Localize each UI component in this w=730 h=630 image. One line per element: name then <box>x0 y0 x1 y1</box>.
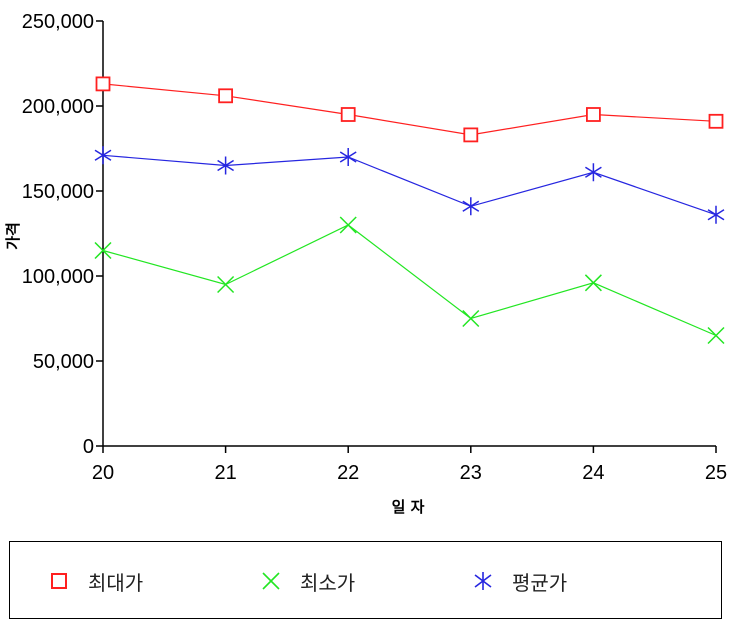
x-tick-label: 24 <box>582 462 604 484</box>
data-point <box>217 156 234 175</box>
y-axis-title: 가격 <box>4 222 22 250</box>
data-point <box>586 107 601 122</box>
series-0 <box>95 76 724 143</box>
square-icon <box>51 573 67 589</box>
x-axis: 20 21 22 23 24 25 <box>92 445 727 484</box>
data-point <box>340 107 356 122</box>
data-point <box>584 274 602 292</box>
y-tick-label: 100,000 <box>22 266 94 288</box>
x-tick-label: 23 <box>460 462 482 484</box>
asterisk-icon <box>474 572 492 590</box>
data-point <box>95 76 111 92</box>
legend: 최대가 최소가 평균가 <box>9 541 722 619</box>
legend-label-max-price: 최대가 <box>88 570 144 595</box>
x-tick-label: 25 <box>705 462 727 484</box>
y-tick-label: 250,000 <box>22 11 94 33</box>
series-line <box>102 224 717 337</box>
series-line <box>102 154 717 216</box>
legend-item-max-price: 최대가 <box>48 566 143 596</box>
line-chart: 0 50,000 100,000 150,000 200,000 250,000 20 21… <box>4 11 727 516</box>
data-point <box>708 113 724 129</box>
data-point <box>585 163 602 182</box>
data-point <box>707 326 725 345</box>
data-point <box>339 216 357 234</box>
series-2 <box>94 146 725 224</box>
y-tick-label: 0 <box>83 436 94 458</box>
legend-item-min-price: 최소가 <box>260 566 355 596</box>
data-point <box>218 88 234 104</box>
x-icon <box>262 572 280 590</box>
legend-label-min-price: 최소가 <box>300 570 356 595</box>
data-point <box>707 205 725 224</box>
y-tick-label: 50,000 <box>33 351 94 373</box>
data-point <box>217 275 235 294</box>
data-point <box>94 146 112 165</box>
x-axis-title: 일 자 <box>392 498 425 516</box>
data-point <box>463 127 479 143</box>
legend-label-avg-price: 평균가 <box>512 570 568 595</box>
series-line <box>102 83 717 136</box>
data-point <box>339 148 357 166</box>
data-point <box>462 197 480 216</box>
x-tick-label: 20 <box>92 462 114 484</box>
data-point <box>462 309 480 328</box>
series-1 <box>94 216 725 345</box>
y-tick-label: 150,000 <box>22 181 94 203</box>
y-axis: 0 50,000 100,000 150,000 200,000 250,000 <box>22 11 104 458</box>
x-tick-label: 21 <box>214 462 236 484</box>
y-tick-label: 200,000 <box>22 96 94 118</box>
legend-item-avg-price: 평균가 <box>472 566 567 596</box>
x-tick-label: 22 <box>337 462 359 484</box>
data-point <box>94 241 112 260</box>
plot-area <box>94 76 725 345</box>
